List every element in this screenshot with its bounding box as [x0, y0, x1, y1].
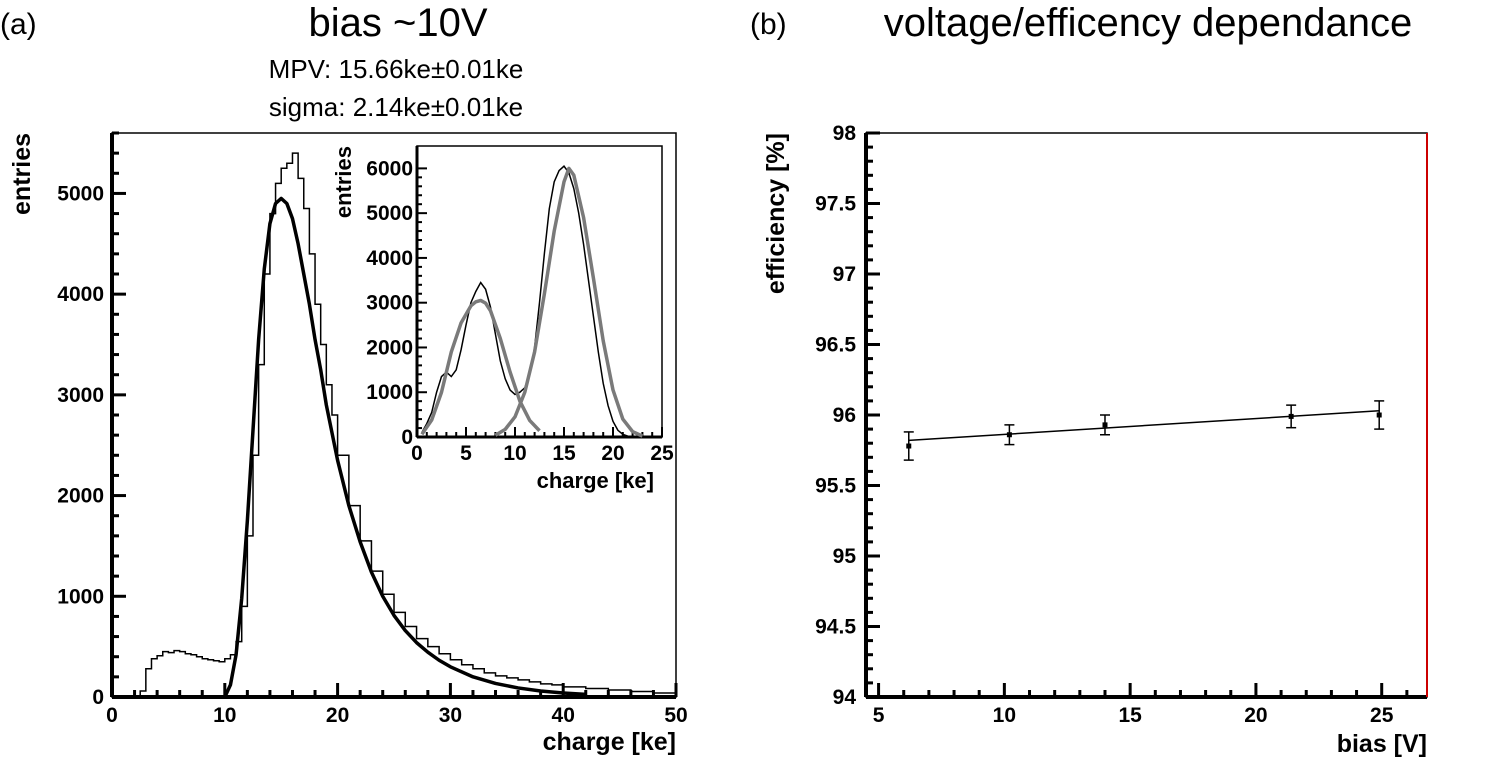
- y-tick-label: 1000: [57, 585, 104, 608]
- y-tick-label-b: 96.5: [815, 334, 856, 357]
- y-tick-label-b: 95: [833, 545, 857, 568]
- x-tick-label-b: 10: [993, 704, 1016, 727]
- x-tick-label: 0: [106, 704, 118, 727]
- x-tick-label: 20: [326, 704, 349, 727]
- data-point: [1288, 413, 1294, 419]
- inset-x-tick-label: 0: [411, 442, 423, 465]
- y-tick-label-b: 98: [833, 122, 857, 145]
- y-tick-label: 2000: [57, 485, 104, 508]
- inset-frame: [416, 145, 663, 438]
- data-point: [1376, 412, 1382, 418]
- mpv-stat: MPV: 15.66ke±0.01ke: [269, 54, 524, 84]
- x-axis-label: charge [ke]: [543, 728, 676, 756]
- y-tick-label-b: 95.5: [815, 475, 856, 498]
- inset-fit-curve-high: [494, 166, 644, 438]
- inset-x-tick-label: 10: [503, 442, 526, 465]
- y-tick-label: 4000: [57, 283, 104, 306]
- inset-y-tick-label: 5000: [366, 202, 413, 225]
- inset-fit-curve-low: [420, 298, 541, 436]
- y-axis-label: entries: [8, 133, 36, 215]
- x-tick-label-b: 5: [873, 704, 885, 727]
- y-tick-label-b: 97: [833, 263, 856, 286]
- inset-y-tick-label: 0: [401, 426, 413, 449]
- panel-a-label: (a): [0, 8, 37, 41]
- x-tick-label: 10: [213, 704, 236, 727]
- data-point: [1006, 432, 1012, 438]
- y-tick-label: 3000: [57, 384, 104, 407]
- data-point: [1102, 422, 1108, 428]
- histogram-series: [112, 152, 676, 698]
- y-tick-label: 5000: [57, 182, 104, 205]
- inset-x-tick-label: 15: [552, 442, 576, 465]
- inset-y-tick-label: 3000: [366, 292, 413, 315]
- y-tick-label: 0: [92, 686, 104, 709]
- x-tick-label: 50: [664, 704, 687, 727]
- inset-y-tick-label: 1000: [366, 381, 413, 404]
- inset-x-tick-label: 25: [650, 442, 674, 465]
- y-tick-label-b: 97.5: [815, 193, 856, 216]
- y-tick-label-b: 96: [833, 404, 856, 427]
- x-tick-label: 30: [439, 704, 462, 727]
- efficiency-chart: 94 94.5 95 95.5 96 96.5 97 97.5 98 5 10 15 20 25 bias …: [762, 122, 1428, 758]
- x-axis-label-b: bias [V]: [1337, 730, 1427, 758]
- y-axis-label-b: efficiency [%]: [762, 133, 790, 294]
- linear-fit-line: [908, 410, 1380, 442]
- landau-fit-curve: [223, 196, 586, 698]
- inset-x-tick-label: 5: [460, 442, 472, 465]
- inset-y-tick-label: 4000: [366, 247, 413, 270]
- inset-charge-chart: 0 1000 2000 3000 4000 5000 6000 0 5 10 15 20 25 charg…: [331, 145, 674, 493]
- inset-x-tick-label: 20: [601, 442, 624, 465]
- inset-y-tick-label: 6000: [366, 157, 413, 180]
- inset-x-axis-label: charge [ke]: [537, 468, 654, 493]
- inset-y-axis-label: entries: [331, 146, 356, 218]
- x-tick-label-b: 25: [1370, 704, 1394, 727]
- x-tick-label-b: 20: [1244, 704, 1267, 727]
- panel-b-label: (b): [750, 8, 787, 41]
- y-tick-label-b: 94: [833, 686, 857, 709]
- x-tick-label-b: 15: [1118, 704, 1142, 727]
- inset-y-tick-label: 2000: [366, 336, 413, 359]
- panel-b-title: voltage/efficency dependance: [884, 1, 1413, 45]
- plot-frame-b: [865, 132, 1428, 698]
- sigma-stat: sigma: 2.14ke±0.01ke: [269, 92, 523, 122]
- y-tick-label-b: 94.5: [815, 616, 856, 639]
- x-tick-label: 40: [552, 704, 575, 727]
- data-point: [906, 443, 912, 449]
- panel-a-title: bias ~10V: [308, 1, 487, 45]
